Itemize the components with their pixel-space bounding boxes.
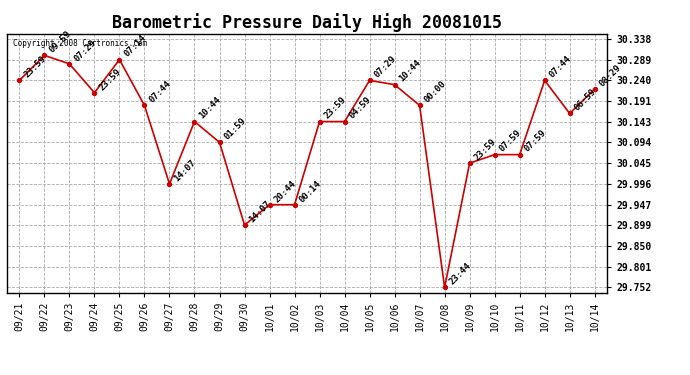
- Text: 08:29: 08:29: [598, 63, 623, 88]
- Point: [214, 140, 225, 146]
- Point: [489, 152, 500, 157]
- Point: [89, 90, 100, 96]
- Text: 04:59: 04:59: [347, 95, 373, 121]
- Point: [439, 284, 450, 290]
- Text: 07:29: 07:29: [72, 38, 97, 63]
- Text: 10:44: 10:44: [397, 58, 423, 84]
- Text: 10:44: 10:44: [197, 95, 223, 121]
- Text: 14:07: 14:07: [247, 199, 273, 224]
- Text: 23:59: 23:59: [97, 67, 123, 92]
- Point: [264, 202, 275, 208]
- Point: [164, 181, 175, 187]
- Point: [64, 61, 75, 67]
- Point: [539, 77, 550, 83]
- Title: Barometric Pressure Daily High 20081015: Barometric Pressure Daily High 20081015: [112, 13, 502, 32]
- Point: [314, 118, 325, 124]
- Point: [189, 118, 200, 124]
- Point: [389, 82, 400, 88]
- Text: 23:59: 23:59: [473, 137, 497, 162]
- Text: 23:59: 23:59: [322, 95, 348, 121]
- Point: [464, 160, 475, 166]
- Point: [139, 102, 150, 108]
- Text: 01:59: 01:59: [222, 116, 248, 141]
- Text: 00:00: 00:00: [422, 79, 448, 105]
- Text: 07:44: 07:44: [547, 54, 573, 80]
- Text: 00:14: 00:14: [297, 178, 323, 204]
- Point: [589, 86, 600, 92]
- Text: 23:59: 23:59: [22, 54, 48, 80]
- Text: 07:59: 07:59: [522, 129, 548, 154]
- Text: 07:14: 07:14: [122, 33, 148, 59]
- Text: 07:29: 07:29: [373, 54, 397, 80]
- Point: [514, 152, 525, 157]
- Point: [289, 202, 300, 208]
- Point: [239, 222, 250, 228]
- Point: [114, 57, 125, 63]
- Point: [564, 111, 575, 117]
- Text: Copyright 2008 Cartronics.com: Copyright 2008 Cartronics.com: [13, 39, 147, 48]
- Text: 09:59: 09:59: [47, 29, 72, 55]
- Point: [364, 77, 375, 83]
- Text: 07:44: 07:44: [147, 79, 172, 105]
- Point: [39, 53, 50, 58]
- Point: [414, 102, 425, 108]
- Text: 07:59: 07:59: [497, 129, 523, 154]
- Text: 20:44: 20:44: [273, 178, 297, 204]
- Point: [14, 77, 25, 83]
- Text: 14:07: 14:07: [172, 158, 197, 183]
- Text: 06:59: 06:59: [573, 87, 598, 113]
- Point: [339, 118, 350, 124]
- Text: 23:44: 23:44: [447, 261, 473, 286]
